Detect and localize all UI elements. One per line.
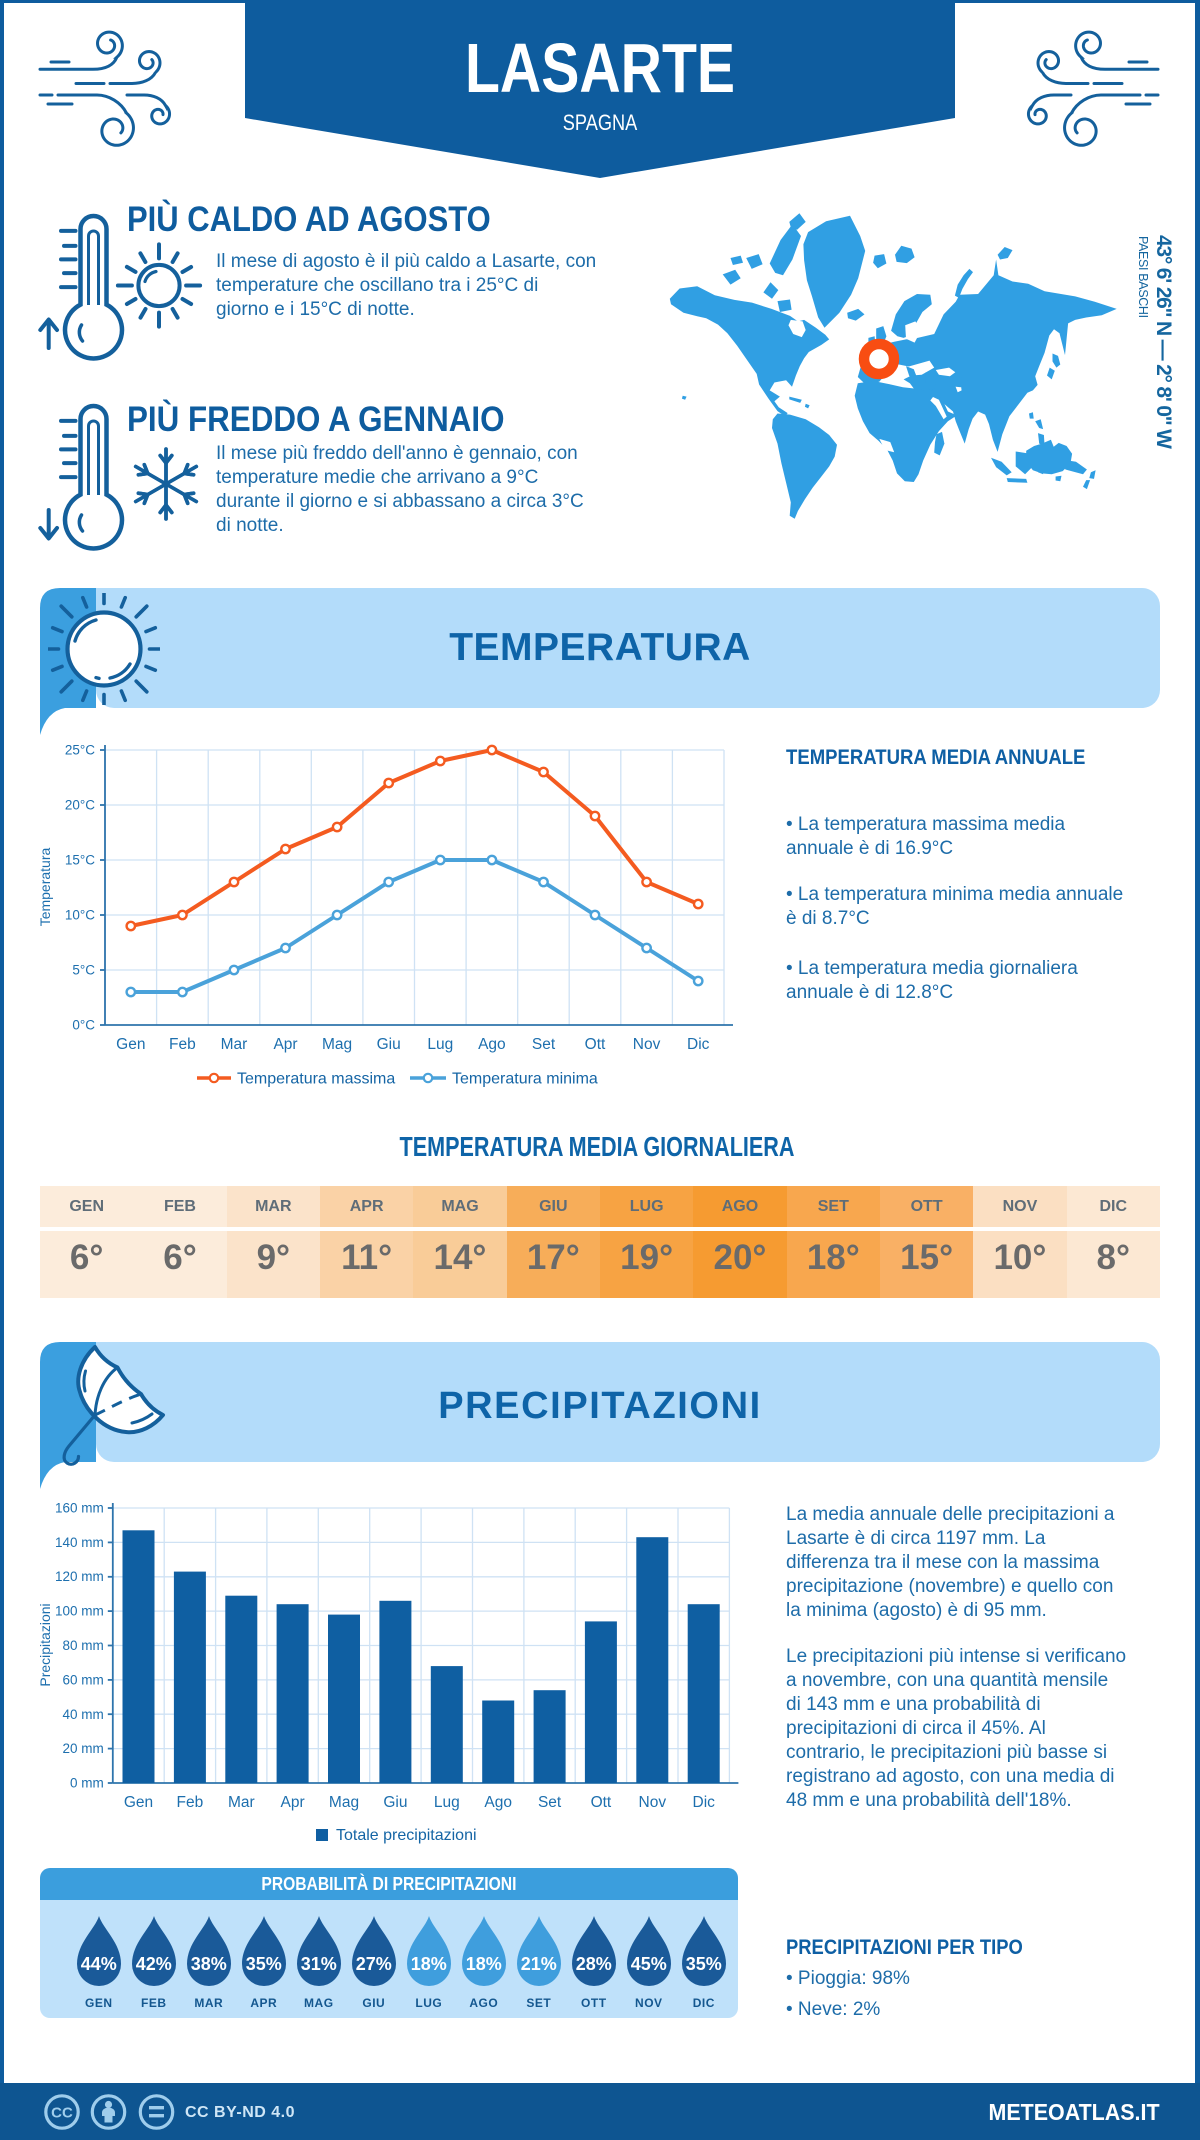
svg-text:Ago: Ago — [484, 1794, 512, 1811]
svg-text:Temperatura: Temperatura — [40, 847, 53, 926]
svg-text:100 mm: 100 mm — [55, 1604, 104, 1619]
svg-text:CC: CC — [51, 2105, 73, 2122]
svg-text:Temperatura massima: Temperatura massima — [237, 1071, 395, 1088]
svg-text:Mar: Mar — [228, 1794, 255, 1811]
svg-text:Giu: Giu — [377, 1036, 401, 1053]
svg-text:5°C: 5°C — [72, 963, 95, 978]
svg-text:Nov: Nov — [633, 1036, 661, 1053]
svg-text:Mar: Mar — [221, 1036, 248, 1053]
svg-text:Precipitazioni: Precipitazioni — [40, 1603, 53, 1686]
svg-text:160 mm: 160 mm — [55, 1501, 104, 1516]
svg-text:Giu: Giu — [383, 1794, 407, 1811]
svg-text:Lug: Lug — [427, 1036, 453, 1053]
svg-text:80 mm: 80 mm — [63, 1638, 104, 1653]
svg-text:Ott: Ott — [591, 1794, 612, 1811]
svg-text:Lug: Lug — [434, 1794, 460, 1811]
svg-text:20°C: 20°C — [65, 798, 95, 813]
svg-text:Mag: Mag — [329, 1794, 359, 1811]
svg-text:Apr: Apr — [273, 1036, 297, 1053]
svg-text:Ago: Ago — [478, 1036, 506, 1053]
svg-text:25°C: 25°C — [65, 743, 95, 758]
svg-text:Ott: Ott — [585, 1036, 606, 1053]
svg-text:10°C: 10°C — [65, 908, 95, 923]
svg-text:0°C: 0°C — [72, 1018, 95, 1033]
svg-text:Feb: Feb — [169, 1036, 196, 1053]
svg-text:Mag: Mag — [322, 1036, 352, 1053]
svg-text:Feb: Feb — [177, 1794, 204, 1811]
svg-text:Dic: Dic — [693, 1794, 716, 1811]
svg-text:Set: Set — [532, 1036, 556, 1053]
svg-text:40 mm: 40 mm — [63, 1707, 104, 1722]
svg-text:Temperatura minima: Temperatura minima — [452, 1071, 598, 1088]
svg-text:0 mm: 0 mm — [70, 1776, 104, 1791]
svg-text:15°C: 15°C — [65, 853, 95, 868]
svg-text:Apr: Apr — [281, 1794, 305, 1811]
svg-text:Set: Set — [538, 1794, 562, 1811]
svg-text:Gen: Gen — [124, 1794, 153, 1811]
svg-text:60 mm: 60 mm — [63, 1672, 104, 1687]
svg-text:Nov: Nov — [639, 1794, 667, 1811]
svg-text:Gen: Gen — [116, 1036, 145, 1053]
svg-text:140 mm: 140 mm — [55, 1535, 104, 1550]
svg-text:Totale precipitazioni: Totale precipitazioni — [336, 1827, 477, 1844]
svg-text:20 mm: 20 mm — [63, 1741, 104, 1756]
svg-text:120 mm: 120 mm — [55, 1569, 104, 1584]
svg-text:Dic: Dic — [687, 1036, 710, 1053]
